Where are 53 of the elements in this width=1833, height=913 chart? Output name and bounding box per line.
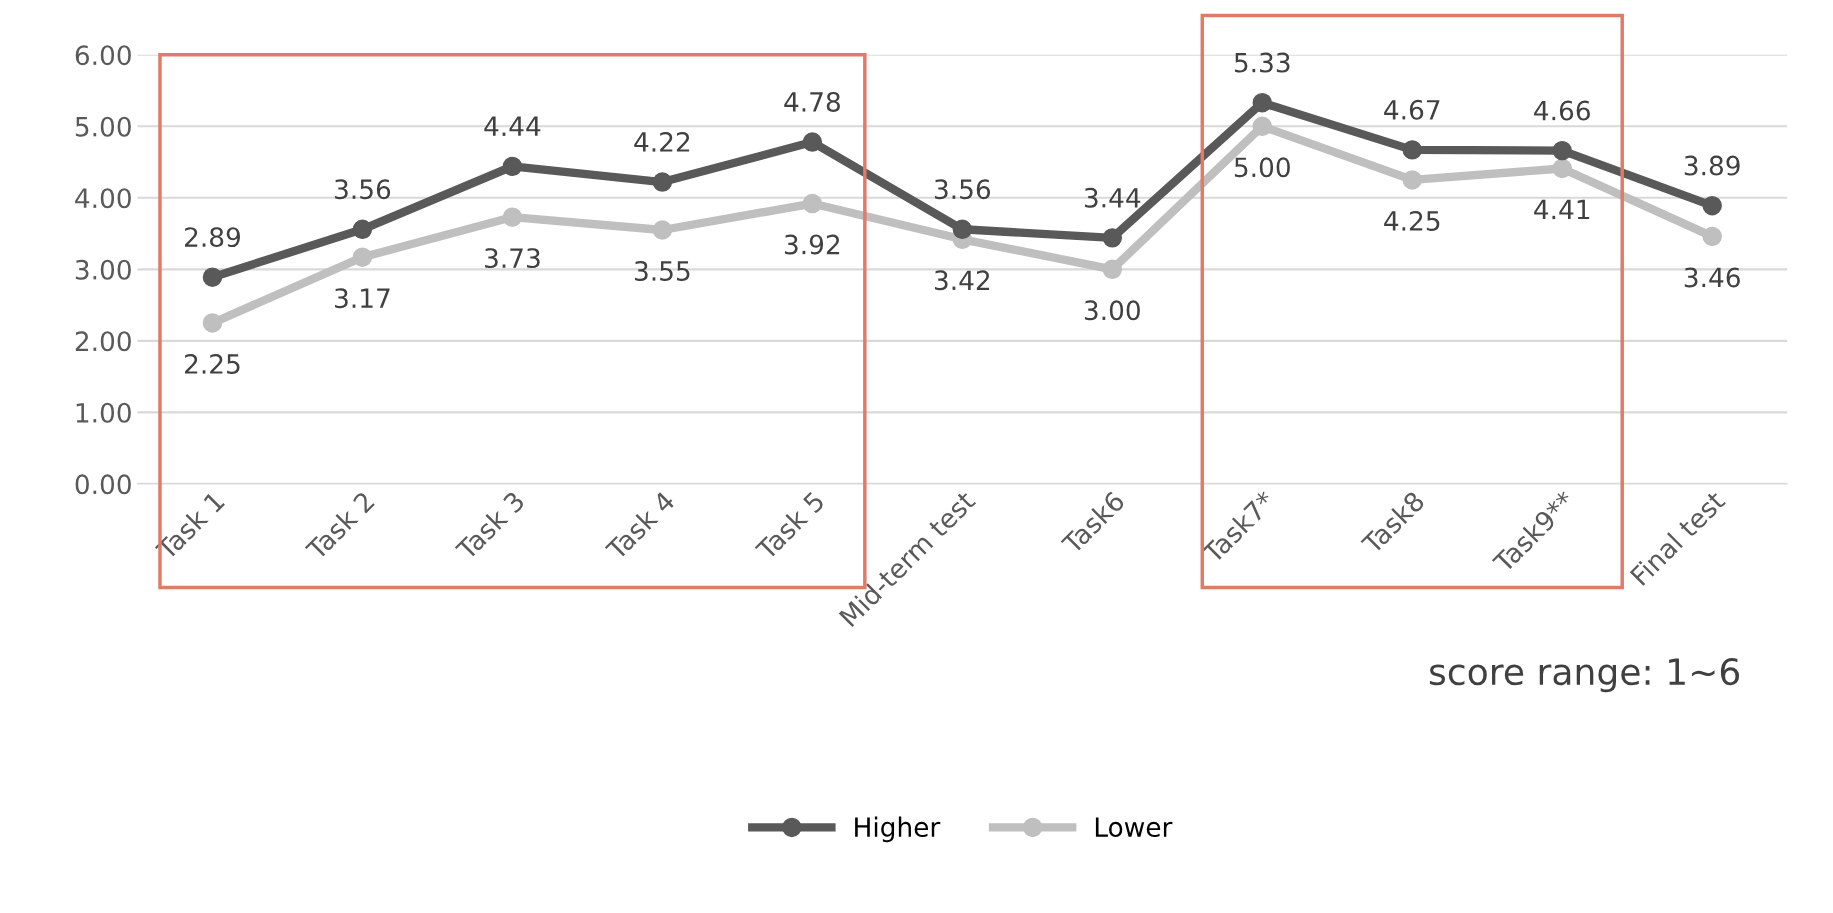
point xyxy=(1552,158,1572,179)
data-label: 3.46 xyxy=(1684,267,1740,288)
point xyxy=(1102,259,1123,280)
y-tick-label: 5.00 xyxy=(75,116,131,137)
data-label: 3.92 xyxy=(784,234,840,255)
point xyxy=(202,313,223,333)
y-tick-label: 3.00 xyxy=(75,259,131,280)
point xyxy=(652,172,673,192)
point xyxy=(1552,140,1572,161)
point xyxy=(1402,170,1422,190)
data-label: 4.66 xyxy=(1534,100,1590,121)
point xyxy=(352,247,373,267)
point xyxy=(1702,195,1722,216)
point xyxy=(802,193,823,214)
data-label: 5.33 xyxy=(1234,52,1290,73)
point xyxy=(202,267,223,287)
data-label: 3.42 xyxy=(934,270,990,291)
point xyxy=(502,156,523,177)
y-tick-label: 1.00 xyxy=(76,402,131,423)
data-label: 3.17 xyxy=(335,288,390,309)
data-label: 5.00 xyxy=(1234,157,1290,178)
text: score range: 1~6 xyxy=(1429,657,1740,693)
data-label: 3.89 xyxy=(1684,155,1740,176)
y-tick-label: 4.00 xyxy=(75,188,131,209)
point xyxy=(1252,116,1272,137)
data-label: 4.78 xyxy=(784,91,840,112)
data-label: 3.73 xyxy=(485,248,540,269)
point xyxy=(952,219,973,240)
point xyxy=(502,207,523,227)
data-label: 4.44 xyxy=(484,116,541,136)
data-label: 3.44 xyxy=(1084,187,1141,208)
point xyxy=(1252,92,1272,113)
y-tick-label: 2.00 xyxy=(75,331,131,352)
point xyxy=(802,132,823,152)
point xyxy=(1702,226,1722,247)
data-label: 3.55 xyxy=(635,261,690,281)
point xyxy=(652,220,673,240)
legend-label: Lower xyxy=(1095,817,1173,838)
data-label: 4.25 xyxy=(1384,210,1440,231)
data-label: 4.22 xyxy=(634,132,690,152)
point xyxy=(352,219,373,240)
data-label: 3.56 xyxy=(335,179,391,200)
data-label: 3.00 xyxy=(1084,300,1140,321)
point xyxy=(1402,140,1422,160)
data-label: 4.67 xyxy=(1384,99,1440,120)
data-label: 4.41 xyxy=(1534,199,1590,220)
data-label: 2.25 xyxy=(185,354,240,374)
data-label: 2.89 xyxy=(185,227,240,248)
y-tick-label: 6.00 xyxy=(75,45,131,66)
point xyxy=(1102,228,1123,248)
y-tick-label: 0.00 xyxy=(75,474,131,495)
legend-label: Higher xyxy=(855,816,941,843)
data-label: 3.56 xyxy=(934,179,991,200)
